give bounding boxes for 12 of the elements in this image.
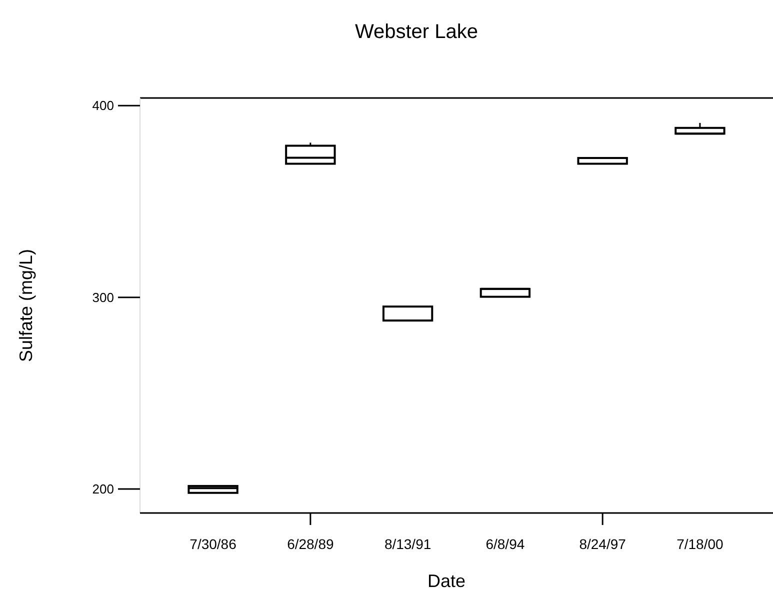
y-tick-label: 400 <box>92 98 114 114</box>
x-axis-title: Date <box>427 571 466 591</box>
x-tick-label: 6/8/94 <box>486 536 525 552</box>
x-tick-label: 8/24/97 <box>579 536 626 552</box>
x-tick-label: 7/30/86 <box>190 536 237 552</box>
x-tick-label: 6/28/89 <box>287 536 334 552</box>
y-axis-title: Sulfate (mg/L) <box>16 248 36 362</box>
chart-title: Webster Lake <box>354 21 478 43</box>
x-tick-label: 8/13/91 <box>384 536 432 552</box>
x-tick-label: 7/18/00 <box>676 536 724 552</box>
y-tick-label: 300 <box>92 290 114 305</box>
y-tick-label: 200 <box>92 482 114 497</box>
